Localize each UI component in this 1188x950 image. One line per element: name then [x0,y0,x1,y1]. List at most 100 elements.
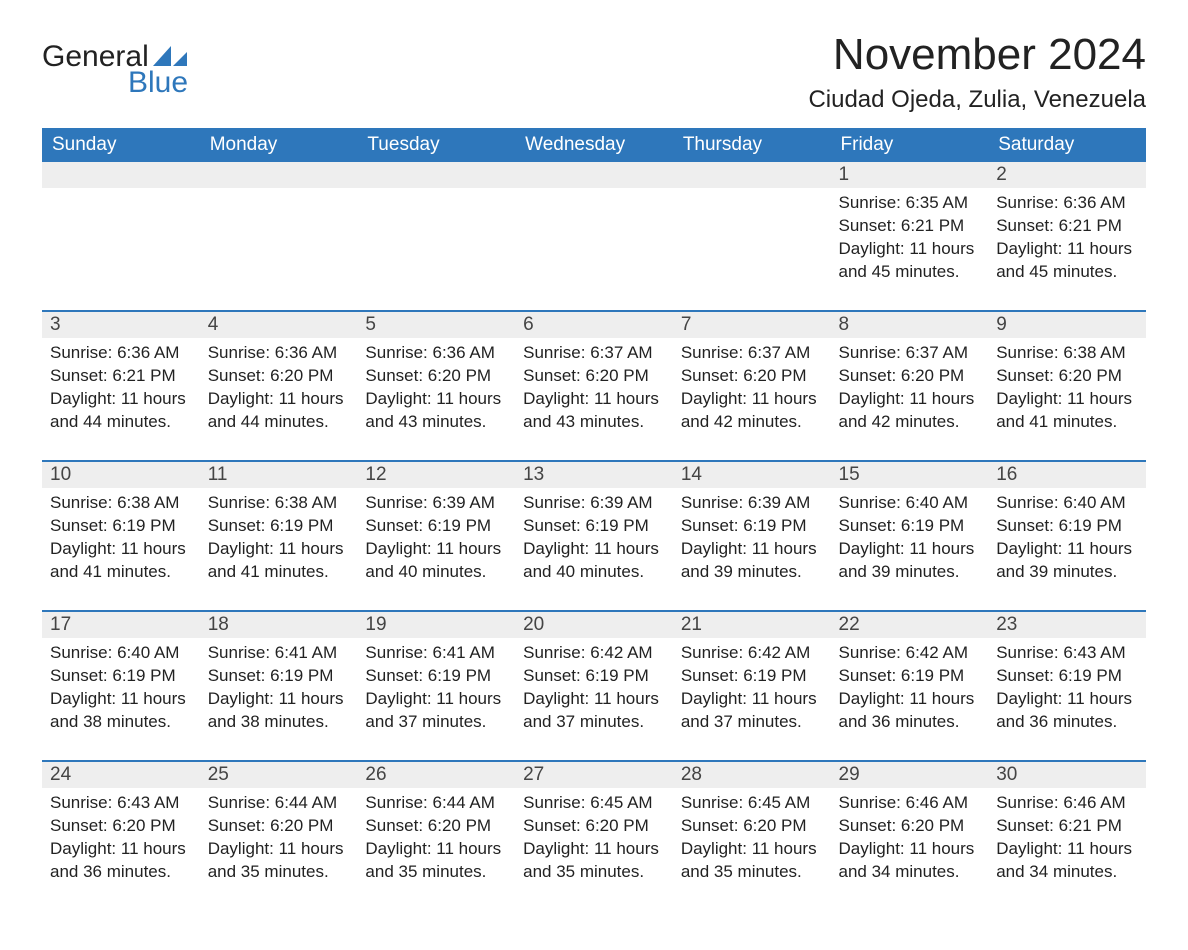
sunrise-value: 6:36 AM [117,343,179,362]
day-body: Sunrise: 6:41 AMSunset: 6:19 PMDaylight:… [200,638,358,760]
day-number: 1 [831,162,989,188]
sunrise-line: Sunrise: 6:39 AM [681,492,823,515]
sunset-line: Sunset: 6:20 PM [208,815,350,838]
sunrise-line: Sunrise: 6:42 AM [681,642,823,665]
day-number: 30 [988,762,1146,788]
sunset-label: Sunset: [365,366,427,385]
sunset-line: Sunset: 6:19 PM [365,665,507,688]
sunrise-label: Sunrise: [523,493,590,512]
sunrise-label: Sunrise: [839,643,906,662]
day-cell: 23Sunrise: 6:43 AMSunset: 6:19 PMDayligh… [988,611,1146,761]
sunrise-line: Sunrise: 6:45 AM [681,792,823,815]
day-number: 26 [357,762,515,788]
sunrise-line: Sunrise: 6:43 AM [996,642,1138,665]
sunset-value: 6:19 PM [901,666,964,685]
sunset-label: Sunset: [681,366,743,385]
sunrise-value: 6:42 AM [590,643,652,662]
day-cell: 10Sunrise: 6:38 AMSunset: 6:19 PMDayligh… [42,461,200,611]
day-body: Sunrise: 6:41 AMSunset: 6:19 PMDaylight:… [357,638,515,760]
day-cell: 16Sunrise: 6:40 AMSunset: 6:19 PMDayligh… [988,461,1146,611]
day-cell: 22Sunrise: 6:42 AMSunset: 6:19 PMDayligh… [831,611,989,761]
daylight-line: Daylight: 11 hours and 35 minutes. [681,838,823,884]
sunrise-line: Sunrise: 6:36 AM [50,342,192,365]
sunset-label: Sunset: [50,366,112,385]
day-number: 8 [831,312,989,338]
sunrise-line: Sunrise: 6:43 AM [50,792,192,815]
day-body: Sunrise: 6:39 AMSunset: 6:19 PMDaylight:… [357,488,515,610]
day-number: 22 [831,612,989,638]
daylight-line: Daylight: 11 hours and 35 minutes. [523,838,665,884]
day-number: 24 [42,762,200,788]
sunset-label: Sunset: [523,816,585,835]
sunset-label: Sunset: [996,816,1058,835]
sunrise-value: 6:36 AM [275,343,337,362]
day-body: Sunrise: 6:38 AMSunset: 6:19 PMDaylight:… [200,488,358,610]
sunset-line: Sunset: 6:19 PM [365,515,507,538]
day-cell: 15Sunrise: 6:40 AMSunset: 6:19 PMDayligh… [831,461,989,611]
daylight-label: Daylight: [996,689,1067,708]
day-number [42,162,200,188]
day-number: 13 [515,462,673,488]
day-cell: 29Sunrise: 6:46 AMSunset: 6:20 PMDayligh… [831,761,989,910]
sunset-label: Sunset: [208,666,270,685]
sunrise-label: Sunrise: [996,193,1063,212]
header-row: General Blue November 2024 Ciudad Ojeda,… [42,30,1146,114]
day-number: 17 [42,612,200,638]
sunset-value: 6:20 PM [270,366,333,385]
sunrise-line: Sunrise: 6:39 AM [365,492,507,515]
daylight-label: Daylight: [839,839,910,858]
sunset-label: Sunset: [365,666,427,685]
sunset-line: Sunset: 6:19 PM [523,515,665,538]
day-number: 12 [357,462,515,488]
day-body: Sunrise: 6:42 AMSunset: 6:19 PMDaylight:… [831,638,989,760]
sunrise-line: Sunrise: 6:44 AM [365,792,507,815]
sunrise-line: Sunrise: 6:36 AM [996,192,1138,215]
sunrise-label: Sunrise: [996,343,1063,362]
sunrise-label: Sunrise: [681,493,748,512]
day-number: 20 [515,612,673,638]
daylight-line: Daylight: 11 hours and 38 minutes. [50,688,192,734]
sunrise-label: Sunrise: [996,493,1063,512]
month-title: November 2024 [808,30,1146,80]
week-row: 3Sunrise: 6:36 AMSunset: 6:21 PMDaylight… [42,311,1146,461]
daylight-line: Daylight: 11 hours and 37 minutes. [681,688,823,734]
calendar-header: SundayMondayTuesdayWednesdayThursdayFrid… [42,128,1146,162]
sunrise-value: 6:42 AM [748,643,810,662]
day-number: 28 [673,762,831,788]
day-body: Sunrise: 6:38 AMSunset: 6:20 PMDaylight:… [988,338,1146,460]
calendar-body: 1Sunrise: 6:35 AMSunset: 6:21 PMDaylight… [42,162,1146,910]
sunrise-label: Sunrise: [681,343,748,362]
sunrise-line: Sunrise: 6:44 AM [208,792,350,815]
daylight-line: Daylight: 11 hours and 45 minutes. [996,238,1138,284]
day-body [515,188,673,310]
week-row: 24 Sunrise: 6:43 AM Sunset: 6:20 PM Dayligh… [42,761,1146,910]
sunset-label: Sunset: [996,666,1058,685]
sunrise-label: Sunrise: [523,793,590,812]
daylight-line: Daylight: 11 hours and 41 minutes. [996,388,1138,434]
day-cell: 1Sunrise: 6:35 AMSunset: 6:21 PMDaylight… [831,162,989,311]
day-number [357,162,515,188]
sunset-value: 6:19 PM [428,516,491,535]
day-body [357,188,515,310]
brand-logo: General Blue [42,40,188,100]
daylight-line: Daylight: 11 hours and 43 minutes. [365,388,507,434]
sunrise-label: Sunrise: [50,493,117,512]
day-number: 7 [673,312,831,338]
sunset-line: Sunset: 6:21 PM [996,815,1138,838]
sunset-line: Sunset: 6:21 PM [996,215,1138,238]
sunrise-label: Sunrise: [996,793,1063,812]
day-body: Sunrise: 6:35 AMSunset: 6:21 PMDaylight:… [831,188,989,310]
sunset-label: Sunset: [996,216,1058,235]
sunset-value: 6:19 PM [270,516,333,535]
sunset-value: 6:20 PM [901,816,964,835]
week-row: 17Sunrise: 6:40 AMSunset: 6:19 PMDayligh… [42,611,1146,761]
sunset-label: Sunset: [839,216,901,235]
sunrise-label: Sunrise: [681,793,748,812]
day-header: Saturday [988,128,1146,162]
day-body: Sunrise: 6:36 AMSunset: 6:20 PMDaylight:… [357,338,515,460]
daylight-label: Daylight: [996,389,1067,408]
day-body: Sunrise: 6:38 AMSunset: 6:19 PMDaylight:… [42,488,200,610]
day-body: Sunrise: 6:45 AMSunset: 6:20 PMDaylight:… [673,788,831,910]
sunrise-value: 6:38 AM [1063,343,1125,362]
sunset-line: Sunset: 6:19 PM [523,665,665,688]
